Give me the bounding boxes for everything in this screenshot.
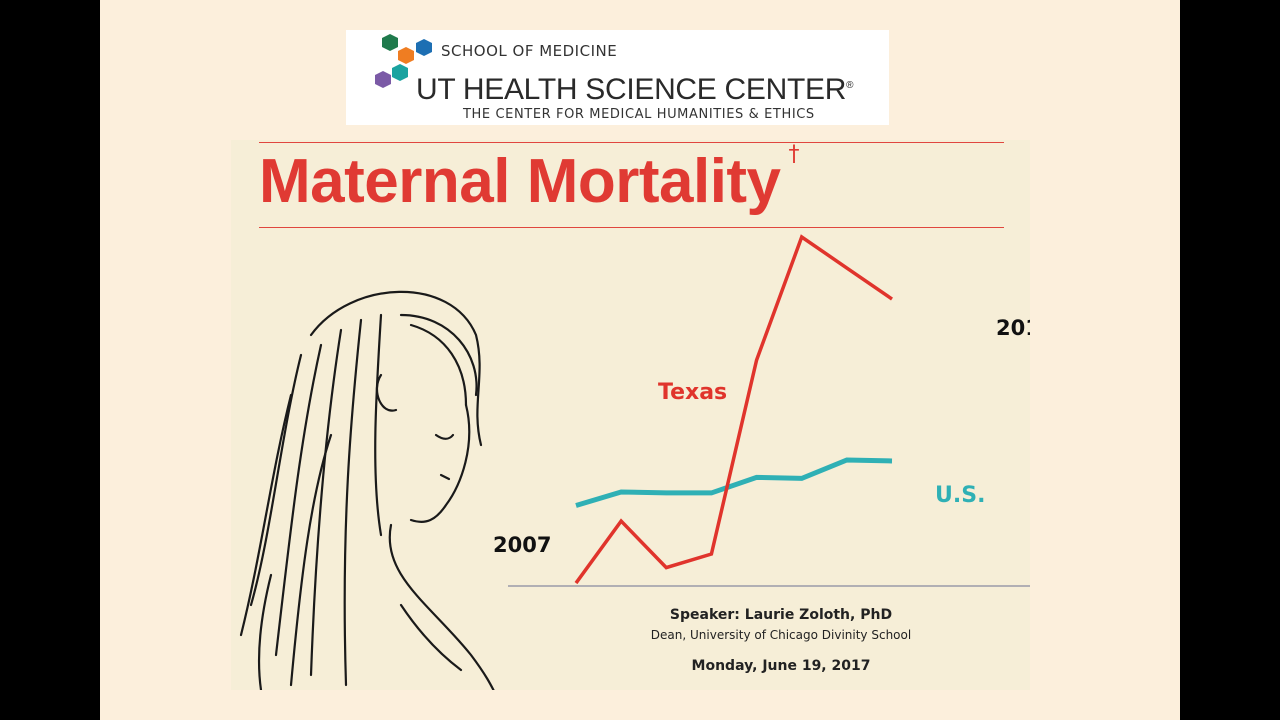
poster-title-row: Maternal Mortality †: [259, 142, 800, 218]
ut-health-logo: SCHOOL OF MEDICINE UT HEALTH SCIENCE CEN…: [346, 30, 889, 125]
texas-series-line: [574, 234, 893, 585]
end-year-label: 2014: [996, 316, 1030, 340]
logo-school-text: SCHOOL OF MEDICINE: [441, 42, 618, 60]
texas-series-label: Texas: [658, 380, 727, 405]
us-series-label: U.S.: [935, 483, 985, 508]
logo-main-text: UT HEALTH SCIENCE CENTER®: [416, 68, 853, 108]
hexagon-logo-icon: [375, 34, 432, 88]
speaker-affiliation: Dean, University of Chicago Divinity Sch…: [650, 628, 912, 642]
event-poster: Maternal Mortality † 2007: [231, 140, 1030, 690]
title-dagger: †: [788, 142, 800, 167]
logo-main-name: UT HEALTH SCIENCE CENTER: [416, 73, 847, 106]
us-series-line: [575, 457, 893, 508]
title-rule-top: [259, 142, 1004, 143]
registered-mark: ®: [846, 80, 854, 91]
speaker-name: Speaker: Laurie Zoloth, PhD: [669, 607, 893, 623]
woman-sketch-illustration: [239, 290, 495, 690]
start-year-label: 2007: [493, 533, 551, 557]
slide: SCHOOL OF MEDICINE UT HEALTH SCIENCE CEN…: [100, 0, 1180, 720]
logo-center-text: THE CENTER FOR MEDICAL HUMANITIES & ETHI…: [463, 107, 815, 122]
mortality-line-chart: 2007 2014 Texas U.S.: [493, 234, 1030, 587]
poster-title: Maternal Mortality: [259, 147, 781, 216]
event-date: Monday, June 19, 2017: [691, 658, 871, 674]
speaker-info: Speaker: Laurie Zoloth, PhD Dean, Univer…: [631, 606, 931, 675]
title-rule-bottom: [259, 227, 1004, 228]
